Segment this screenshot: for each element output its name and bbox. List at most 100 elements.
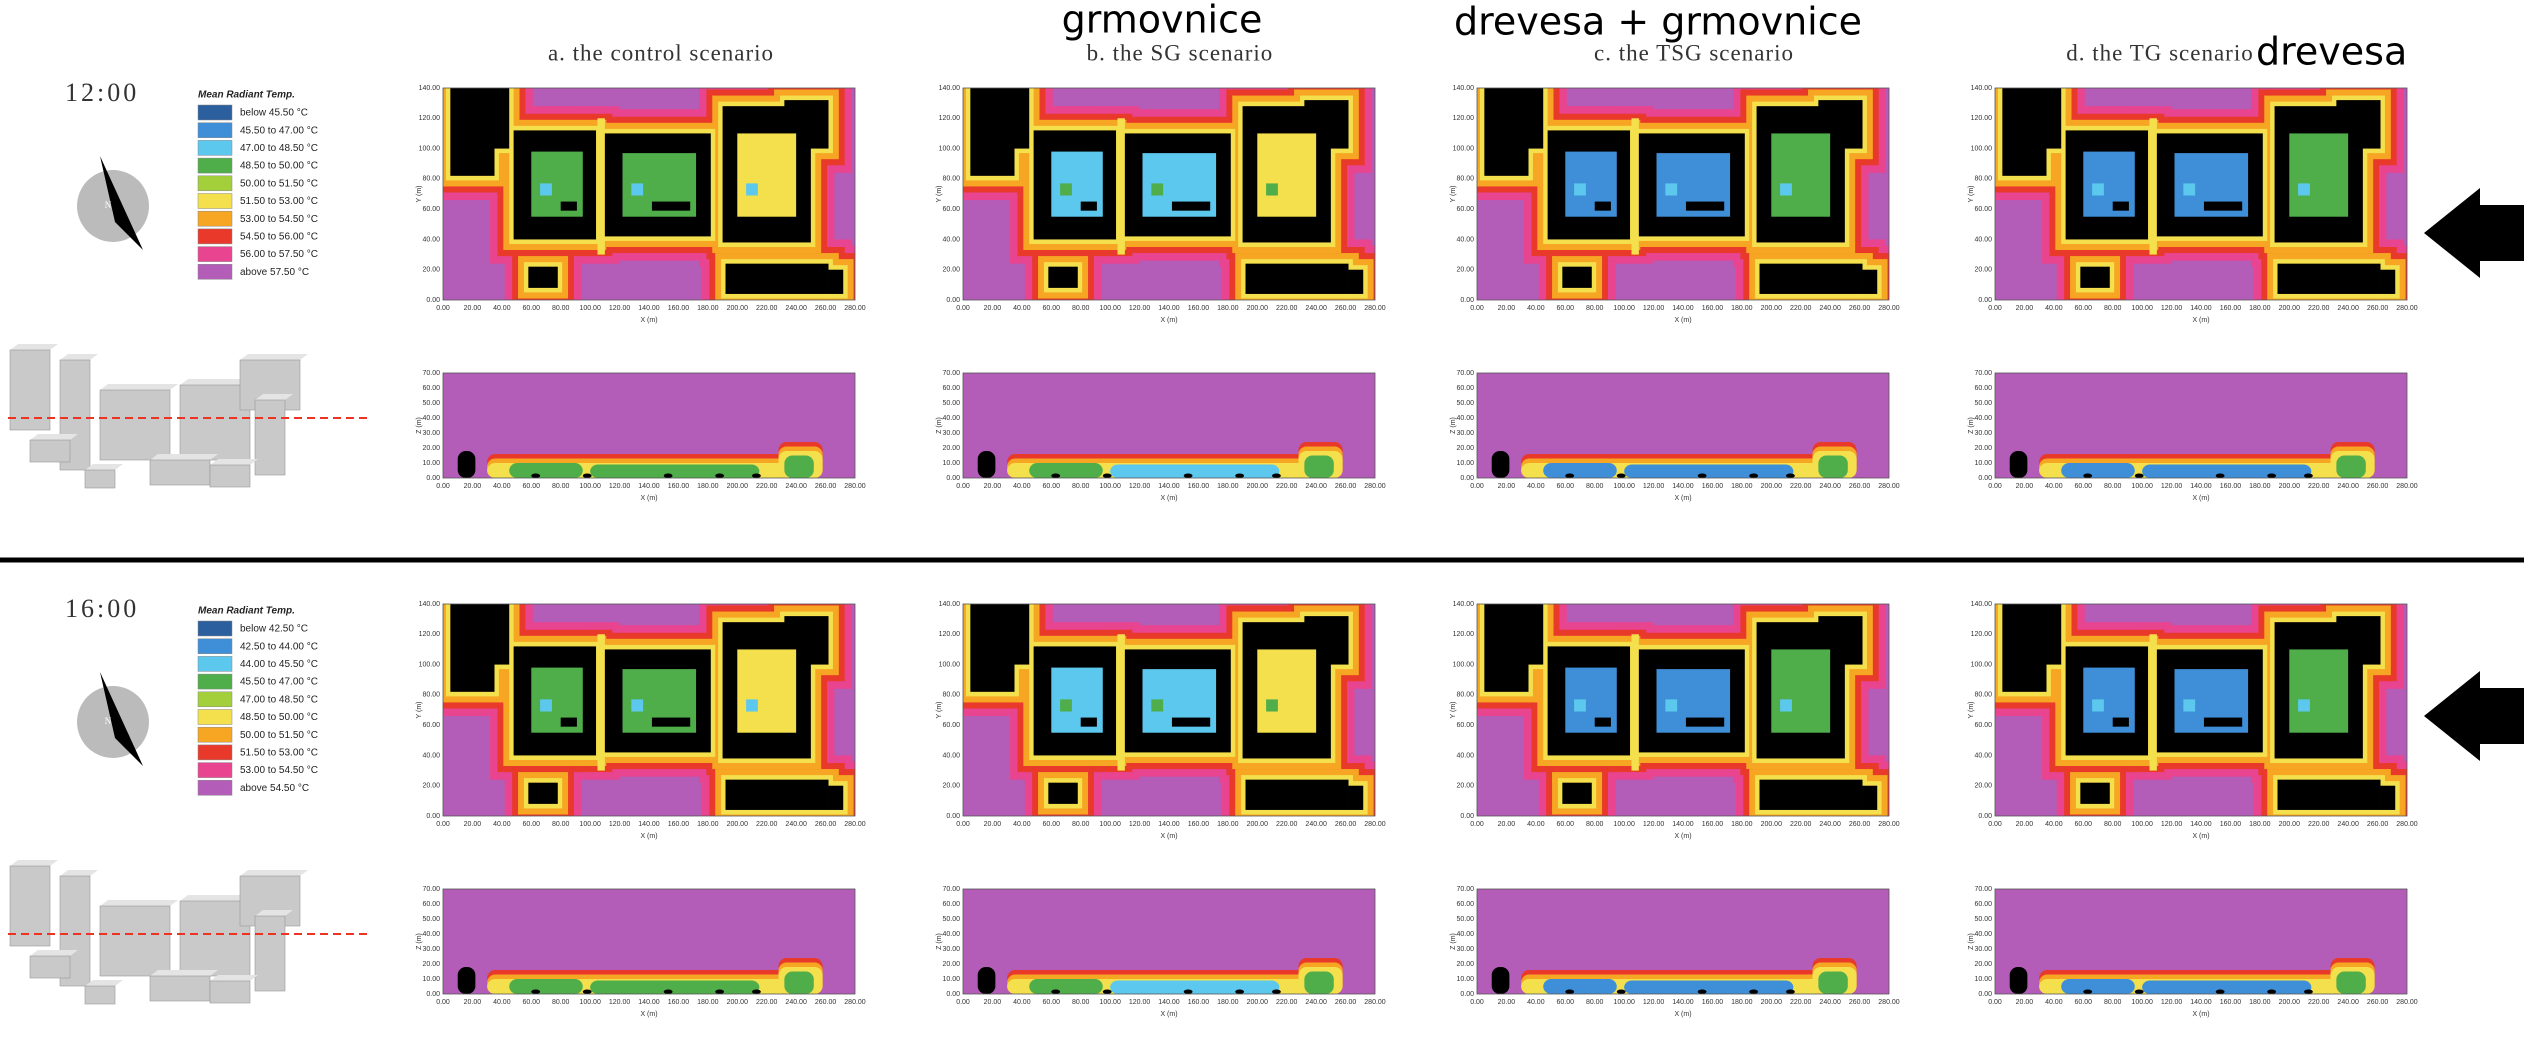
x-axis-label: X (m) [2192,317,2209,324]
x-tick-label: 140.00 [638,999,660,1006]
y-tick-label: 100.00 [1453,145,1475,152]
legend-label: above 54.50 °C [240,783,309,794]
x-axis-label: X (m) [1674,1011,1691,1018]
y-axis-label: Y (m) [936,186,943,203]
building [528,267,557,288]
x-tick-label: 260.00 [1849,999,1871,1006]
x-tick-label: 40.00 [2045,821,2063,828]
x-tick-label: 180.00 [1217,483,1239,490]
building-block [150,976,210,1001]
x-axis-label: X (m) [1674,317,1691,324]
x-tick-label: 60.00 [2075,821,2093,828]
z-axis-label: Z (m) [936,417,943,434]
building [1004,88,1029,149]
building [2216,990,2225,995]
x-tick-label: 240.00 [1819,999,1841,1006]
z-axis-label: Z (m) [416,933,423,950]
x-tick-label: 20.00 [984,821,1002,828]
courtyard-patch [2183,183,2195,195]
building-block [100,900,178,906]
x-tick-label: 40.00 [1527,483,1545,490]
street [598,634,605,770]
x-tick-label: 180.00 [2249,483,2271,490]
x-tick-label: 200.00 [1247,999,1269,1006]
x-tick-label: 80.00 [1586,305,1604,312]
wing [561,202,577,211]
z-axis-label: Z (m) [416,417,423,434]
x-tick-label: 20.00 [2016,821,2034,828]
time-label: 16:00 [65,594,139,623]
time-label: 12:00 [65,78,139,107]
building [583,474,592,479]
legend-label: below 45.50 °C [240,108,308,119]
z-tick-label: 20.00 [1456,961,1474,968]
column-title: c. the TSG scenario [1594,40,1794,65]
z-tick-label: 60.00 [942,901,960,908]
canopy [1304,972,1333,995]
x-tick-label: 60.00 [2075,999,2093,1006]
building [978,967,996,994]
z-axis-label: Z (m) [1450,933,1457,950]
x-tick-label: 140.00 [1672,821,1694,828]
x-tick-label: 180.00 [697,305,719,312]
annotation: grmovnice [1062,0,1263,42]
legend-label: above 57.50 °C [240,267,309,278]
building-block [210,981,250,1003]
x-tick-label: 240.00 [1819,305,1841,312]
x-tick-label: 120.00 [1129,305,1151,312]
annotation: drevesa [2256,30,2407,74]
x-tick-label: 80.00 [552,821,570,828]
y-tick-label: 120.00 [419,631,441,638]
canopy [2336,972,2365,995]
building [2278,780,2381,810]
z-axis-label: Z (m) [936,933,943,950]
building-block [210,975,258,981]
building [1235,990,1244,995]
wing [1172,718,1210,727]
z-tick-label: 20.00 [422,961,440,968]
building-block [60,354,98,360]
building [2083,474,2092,479]
x-tick-label: 200.00 [1247,305,1269,312]
x-tick-label: 100.00 [1099,305,1121,312]
canopy [1029,979,1103,994]
courtyard-patch [2298,699,2310,711]
legend-swatch [198,710,232,725]
y-tick-label: 120.00 [419,115,441,122]
x-tick-label: 200.00 [2279,999,2301,1006]
building [1863,270,1878,294]
x-tick-label: 220.00 [2308,999,2330,1006]
courtyard-patch [540,699,552,711]
x-tick-label: 80.00 [2104,305,2122,312]
building [2135,474,2144,479]
z-tick-label: 0.00 [1460,475,1474,482]
x-tick-label: 20.00 [2016,999,2034,1006]
x-tick-label: 120.00 [609,821,631,828]
x-tick-label: 140.00 [2190,305,2212,312]
legend-label: 48.50 to 50.00 °C [240,712,318,723]
z-tick-label: 0.00 [1460,991,1474,998]
z-tick-label: 0.00 [1978,991,1992,998]
x-tick-label: 280.00 [1364,821,1386,828]
x-axis-label: X (m) [640,1011,657,1018]
y-tick-label: 120.00 [1971,115,1993,122]
building [484,88,509,149]
z-tick-label: 30.00 [422,946,440,953]
z-tick-label: 60.00 [1974,385,1992,392]
x-tick-label: 0.00 [1988,999,2002,1006]
z-tick-label: 20.00 [942,961,960,968]
x-tick-label: 0.00 [1988,821,2002,828]
x-tick-label: 180.00 [697,999,719,1006]
building [752,990,761,995]
y-tick-label: 40.00 [1974,752,1992,759]
courtyard-patch [1151,699,1163,711]
y-tick-label: 80.00 [1974,176,1992,183]
building [1760,264,1863,294]
legend-swatch [198,621,232,636]
z-tick-label: 50.00 [1974,400,1992,407]
z-tick-label: 40.00 [422,931,440,938]
street [1632,634,1639,770]
figure-canvas: a. the control scenario b. the SG scenar… [0,0,2524,1040]
canopy [509,979,583,994]
